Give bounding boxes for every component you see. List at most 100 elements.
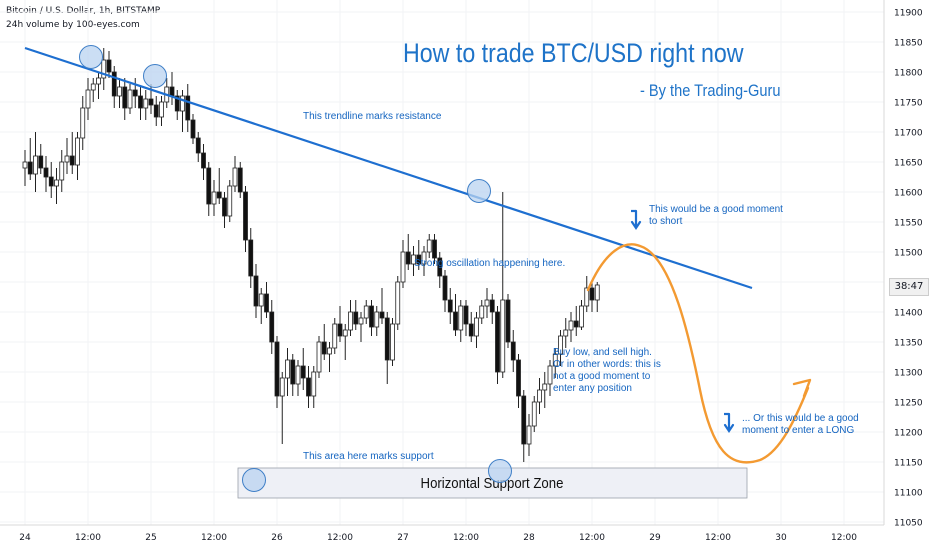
candle xyxy=(510,341,516,361)
candle xyxy=(48,176,54,187)
candle xyxy=(85,89,91,109)
candle xyxy=(332,323,338,349)
candle xyxy=(594,284,600,301)
y-tick-label: 11750 xyxy=(894,99,923,109)
y-tick-label: 11650 xyxy=(894,159,923,169)
candles-layer xyxy=(22,48,600,462)
candle xyxy=(96,77,101,85)
annotation-buy-low: enter any position xyxy=(553,383,632,394)
candle xyxy=(127,89,133,109)
time-axis: 24 12:00 25 12:00 26 12:00 27 12:00 28 12:00 29 12:… xyxy=(19,533,857,543)
candle xyxy=(117,86,122,97)
candle xyxy=(148,98,154,106)
candle xyxy=(416,254,422,265)
candle xyxy=(274,341,280,397)
y-tick-label: 11100 xyxy=(894,489,923,499)
volume-line: 24h volume by 100-eyes.com xyxy=(6,20,140,30)
candle xyxy=(75,137,80,166)
y-tick-label: 11150 xyxy=(894,459,923,469)
long-arrow-icon xyxy=(723,412,735,433)
candle xyxy=(484,299,490,307)
candle xyxy=(64,155,70,163)
candle xyxy=(216,191,222,199)
x-tick-label: 12:00 xyxy=(453,533,479,543)
candle xyxy=(363,305,369,319)
x-tick-label: 12:00 xyxy=(75,533,101,543)
x-tick-label: 26 xyxy=(271,533,283,543)
candle xyxy=(185,95,191,121)
short-arrow-icon xyxy=(630,209,642,230)
candle xyxy=(248,239,254,277)
candle xyxy=(526,425,532,445)
candle xyxy=(169,86,175,97)
x-tick-label: 25 xyxy=(145,533,156,543)
candle xyxy=(358,317,364,325)
x-tick-label: 12:00 xyxy=(201,533,227,543)
candle xyxy=(505,299,511,343)
candle xyxy=(400,251,406,283)
forecast-path xyxy=(586,243,810,464)
candle xyxy=(453,311,458,331)
candle xyxy=(468,323,474,337)
candle xyxy=(69,155,75,166)
candle xyxy=(458,305,464,331)
candle xyxy=(300,365,306,379)
candle xyxy=(237,167,243,193)
annotation-oscillation: Strong oscillation happening here. xyxy=(414,258,565,269)
candle xyxy=(531,401,537,427)
candle xyxy=(374,311,380,328)
candle xyxy=(516,359,521,397)
annotation-short: This would be a good moment xyxy=(649,204,783,215)
candle xyxy=(43,167,49,178)
candle xyxy=(211,191,217,205)
candle xyxy=(33,155,38,175)
candle xyxy=(138,95,143,109)
x-tick-label: 12:00 xyxy=(579,533,605,543)
candle xyxy=(463,305,469,325)
candle xyxy=(552,353,558,367)
support-zone-label: Horizontal Support Zone xyxy=(421,474,564,491)
candle xyxy=(206,167,212,205)
candle xyxy=(547,365,553,385)
forecast-arrowhead xyxy=(792,378,812,398)
annotation-buy-low: Buy low, and sell high. xyxy=(553,347,652,358)
annotation-support: This area here marks support xyxy=(303,451,434,462)
y-tick-label: 11050 xyxy=(894,519,923,529)
y-tick-label: 11300 xyxy=(894,369,923,379)
candle xyxy=(22,161,28,169)
candle xyxy=(395,281,401,325)
chart-title: How to trade BTC/USD right now xyxy=(403,38,744,68)
candle xyxy=(232,167,238,187)
annotation-long: ... Or this would be a good xyxy=(742,413,859,424)
annotation-long: moment to enter a LONG xyxy=(742,425,854,436)
candle xyxy=(563,329,569,337)
x-tick-label: 27 xyxy=(397,533,408,543)
symbol-line: Bitcoin / U.S. Dollar, 1h, BITSTAMP xyxy=(6,6,161,16)
annotation-short: to short xyxy=(649,216,683,227)
candle xyxy=(174,95,180,112)
candle xyxy=(568,320,574,331)
candle xyxy=(316,341,322,373)
candle xyxy=(180,95,185,112)
candle xyxy=(348,311,353,331)
candle xyxy=(106,59,112,73)
candle xyxy=(59,161,65,181)
annotation-resistance: This trendline marks resistance xyxy=(303,111,442,122)
candle xyxy=(353,311,359,325)
x-tick-label: 24 xyxy=(19,533,31,543)
y-tick-label: 11900 xyxy=(894,9,923,19)
candle xyxy=(584,287,590,307)
candle xyxy=(295,365,301,385)
x-tick-label: 12:00 xyxy=(705,533,731,543)
y-tick-label: 11500 xyxy=(894,249,923,259)
x-tick-label: 12:00 xyxy=(327,533,353,543)
y-tick-label: 11850 xyxy=(894,39,923,49)
candle xyxy=(195,137,201,154)
candle xyxy=(442,275,448,301)
y-tick-label: 11550 xyxy=(894,219,923,229)
candle xyxy=(521,395,527,445)
candle xyxy=(306,377,311,397)
y-tick-label: 11200 xyxy=(894,429,923,439)
y-tick-label: 11700 xyxy=(894,129,923,139)
